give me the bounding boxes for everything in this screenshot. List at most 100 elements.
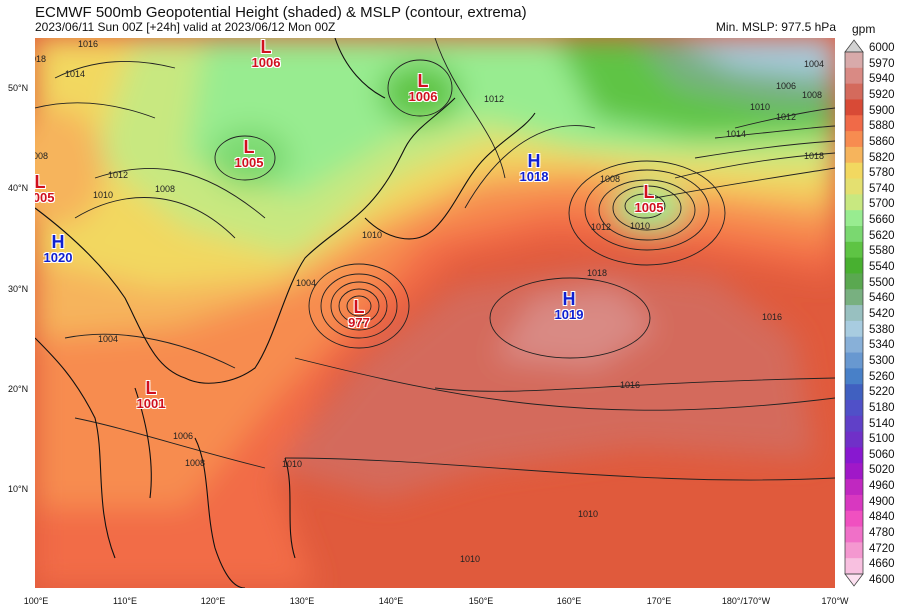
colorbar-tick-label: 5620 bbox=[869, 230, 895, 242]
colorbar-tick-label: 5820 bbox=[869, 152, 895, 164]
geopotential-shading bbox=[35, 38, 835, 588]
isobar-label: 1010 bbox=[750, 102, 770, 112]
isobar-label: 1008 bbox=[155, 184, 175, 194]
isobar-label: 1006 bbox=[776, 81, 796, 91]
colorbar-tick-label: 5660 bbox=[869, 214, 895, 226]
isobar-label: 1012 bbox=[108, 170, 128, 180]
longitude-label: 150°E bbox=[469, 596, 494, 606]
colorbar-tick-label: 5580 bbox=[869, 245, 895, 257]
colorbar-tick-label: 6000 bbox=[869, 42, 895, 54]
colorbar-tick-label: 5340 bbox=[869, 339, 895, 351]
map-panel: 1016 1018 1014 1008 1012 1010 1008 1012 1010 1012… bbox=[35, 38, 835, 588]
colorbar-tick-label: 5260 bbox=[869, 371, 895, 383]
colorbar-tick-label: 5420 bbox=[869, 308, 895, 320]
colorbar-tick-label: 5860 bbox=[869, 136, 895, 148]
colorbar-tick-label: 5780 bbox=[869, 167, 895, 179]
longitude-label: 140°E bbox=[379, 596, 404, 606]
latitude-label: 40°N bbox=[8, 183, 28, 193]
latitude-label: 20°N bbox=[8, 384, 28, 394]
isobar-label: 1012 bbox=[776, 112, 796, 122]
colorbar-tick-label: 4720 bbox=[869, 543, 895, 555]
isobar-label: 1004 bbox=[98, 334, 118, 344]
colorbar-tick-label: 4960 bbox=[869, 480, 895, 492]
low-pressure-center: L1005 bbox=[635, 183, 664, 214]
colorbar-tick-label: 4900 bbox=[869, 496, 895, 508]
pressure-value: 977 bbox=[348, 316, 370, 329]
low-pressure-center: L977 bbox=[348, 298, 370, 329]
isobar-label: 1008 bbox=[35, 151, 48, 161]
isobar-label: 1016 bbox=[620, 380, 640, 390]
chart-subtitle: 2023/06/11 Sun 00Z [+24h] valid at 2023/… bbox=[35, 21, 335, 34]
latitude-label: 50°N bbox=[8, 83, 28, 93]
isobar-label: 1014 bbox=[726, 129, 746, 139]
isobar-label: 1016 bbox=[762, 312, 782, 322]
high-pressure-center: H1018 bbox=[520, 152, 549, 183]
colorbar-tick-label: 5380 bbox=[869, 324, 895, 336]
chart-title: ECMWF 500mb Geopotential Height (shaded)… bbox=[35, 4, 527, 21]
colorbar-tick-label: 5100 bbox=[869, 433, 895, 445]
low-symbol-icon: L bbox=[252, 38, 281, 56]
longitude-label: 180°/170°W bbox=[722, 596, 770, 606]
isobar-label: 1018 bbox=[804, 151, 824, 161]
longitude-label: 120°E bbox=[201, 596, 226, 606]
pressure-value: 1005 bbox=[235, 156, 264, 169]
pressure-value: 1018 bbox=[520, 170, 549, 183]
colorbar-tick-label: 5880 bbox=[869, 120, 895, 132]
colorbar-tick-label: 5940 bbox=[869, 73, 895, 85]
high-symbol-icon: H bbox=[44, 233, 73, 251]
isobar-label: 1008 bbox=[600, 174, 620, 184]
colorbar-tick-label: 5500 bbox=[869, 277, 895, 289]
pressure-value: 1005 bbox=[35, 191, 54, 204]
min-mslp-label: Min. MSLP: 977.5 hPa bbox=[716, 21, 836, 34]
isobar-label: 1010 bbox=[630, 221, 650, 231]
colorbar-tick-label: 5740 bbox=[869, 183, 895, 195]
low-pressure-center: L1005 bbox=[35, 173, 54, 204]
isobar-label: 1006 bbox=[173, 431, 193, 441]
colorbar-tick-label: 5970 bbox=[869, 58, 895, 70]
pressure-value: 1006 bbox=[252, 56, 281, 69]
isobar-label: 1010 bbox=[282, 459, 302, 469]
low-pressure-center: L1001 bbox=[137, 379, 166, 410]
low-symbol-icon: L bbox=[348, 298, 370, 316]
longitude-label: 130°E bbox=[290, 596, 315, 606]
colorbar-tick-label: 5920 bbox=[869, 89, 895, 101]
isobar-label: 1018 bbox=[587, 268, 607, 278]
colorbar-tick-label: 5300 bbox=[869, 355, 895, 367]
colorbar-tick-label: 5700 bbox=[869, 198, 895, 210]
colorbar-tick-label: 5220 bbox=[869, 386, 895, 398]
isobar-label: 1004 bbox=[296, 278, 316, 288]
colorbar bbox=[845, 38, 863, 598]
low-symbol-icon: L bbox=[137, 379, 166, 397]
colorbar-tick-label: 4780 bbox=[869, 527, 895, 539]
isobar-label: 1008 bbox=[185, 458, 205, 468]
low-pressure-center: L1006 bbox=[252, 38, 281, 69]
colorbar-tick-label: 5540 bbox=[869, 261, 895, 273]
pressure-value: 1020 bbox=[44, 251, 73, 264]
colorbar-tick-label: 5060 bbox=[869, 449, 895, 461]
isobar-label: 1012 bbox=[591, 222, 611, 232]
latitude-label: 30°N bbox=[8, 284, 28, 294]
longitude-label: 110°E bbox=[113, 596, 137, 606]
isobar-label: 1010 bbox=[460, 554, 480, 564]
high-pressure-center: H1019 bbox=[555, 290, 584, 321]
pressure-value: 1001 bbox=[137, 397, 166, 410]
latitude-label: 10°N bbox=[8, 484, 28, 494]
colorbar-tick-label: 5020 bbox=[869, 464, 895, 476]
pressure-value: 1005 bbox=[635, 201, 664, 214]
low-pressure-center: L1006 bbox=[409, 72, 438, 103]
isobar-label: 1008 bbox=[802, 90, 822, 100]
high-pressure-center: H1020 bbox=[44, 233, 73, 264]
colorbar-tick-label: 5460 bbox=[869, 292, 895, 304]
low-pressure-center: L1005 bbox=[235, 138, 264, 169]
colorbar-tick-label: 4600 bbox=[869, 574, 895, 586]
colorbar-tick-label: 5180 bbox=[869, 402, 895, 414]
isobar-label: 1012 bbox=[484, 94, 504, 104]
isobar-label: 1014 bbox=[65, 69, 85, 79]
colorbar-tick-label: 4660 bbox=[869, 558, 895, 570]
isobar-label: 1004 bbox=[804, 59, 824, 69]
longitude-label: 160°E bbox=[557, 596, 582, 606]
low-symbol-icon: L bbox=[409, 72, 438, 90]
colorbar-units: gpm bbox=[852, 22, 875, 36]
colorbar-tick-label: 4840 bbox=[869, 511, 895, 523]
colorbar-tick-label: 5140 bbox=[869, 418, 895, 430]
